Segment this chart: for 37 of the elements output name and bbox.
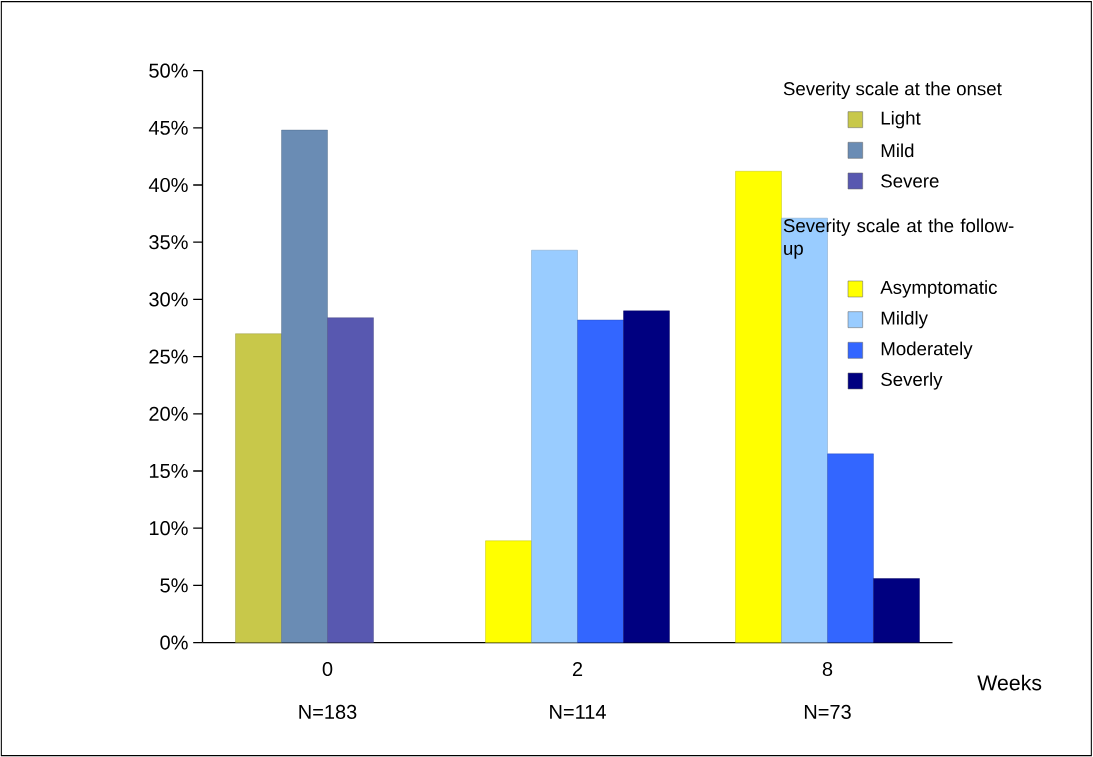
text: N=73 [804, 704, 851, 719]
bar [577, 319, 624, 643]
legend-label: Severe [881, 174, 939, 188]
bar [735, 171, 782, 643]
y-tick-label: 40% [148, 177, 188, 193]
legend-label: Moderately [881, 341, 973, 360]
x-tick-label: 8 [822, 661, 833, 677]
legend-label: Light [881, 110, 921, 129]
text: N=114 [550, 705, 606, 719]
y-tick-label: 50% [149, 63, 188, 78]
x-axis-title: Weeks [977, 674, 1042, 691]
legend-label: Mildly [881, 310, 928, 329]
legend-label: Mild [881, 143, 914, 158]
y-tick-label: 30% [149, 292, 188, 307]
y-tick-label: 20% [149, 406, 188, 421]
x-tick-label: 0 [322, 661, 333, 677]
bar [327, 317, 374, 643]
y-tick-label: 5% [160, 578, 188, 593]
y-tick-label: 15% [149, 463, 188, 479]
bar [531, 250, 578, 643]
y-tick-label: 25% [149, 349, 188, 364]
bar [235, 333, 282, 643]
annotation: Severity scale at the follow-up [783, 218, 1014, 259]
y-tick-label: 45% [148, 120, 188, 135]
y-tick-label: 0% [160, 635, 188, 650]
y-tick-label: 10% [149, 521, 188, 536]
bar [485, 540, 532, 643]
bar [827, 453, 874, 643]
legend-label: Severly [881, 372, 943, 390]
y-tick-label: 35% [149, 235, 188, 250]
bar [281, 129, 328, 643]
bar [623, 310, 670, 643]
legend-title: Severity scale at the onset [783, 81, 1002, 100]
bar [873, 578, 920, 643]
text: N=183 [299, 704, 357, 719]
legend-label: Asymptomatic [880, 280, 997, 298]
x-tick-label: 2 [572, 661, 583, 676]
